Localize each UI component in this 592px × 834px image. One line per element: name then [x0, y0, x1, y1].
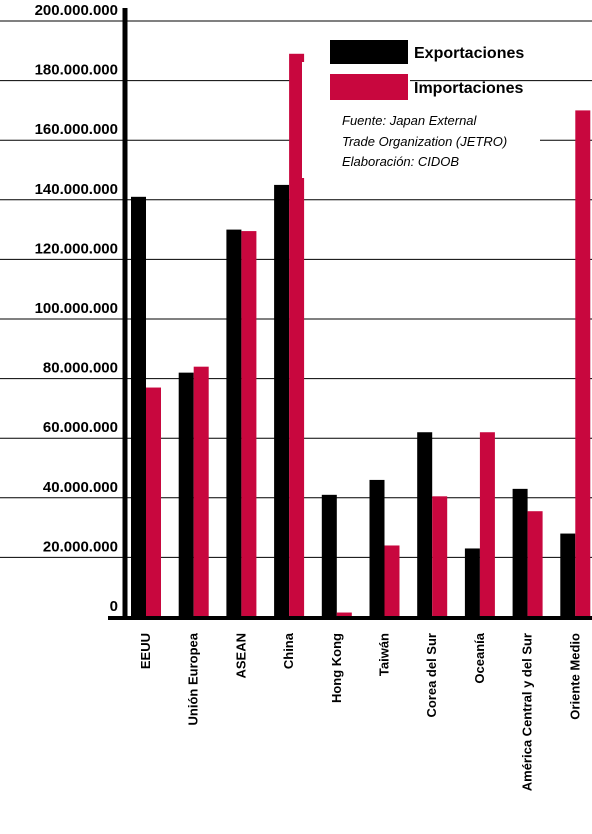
bar-exportaciones-9 — [560, 533, 576, 617]
bar-importaciones-5 — [384, 545, 400, 617]
legend-label-importaciones: Importaciones — [414, 80, 523, 97]
y-tick-label: 80.000.000 — [43, 360, 118, 377]
bar-importaciones-1 — [193, 366, 209, 617]
source-note-background — [336, 112, 540, 170]
bars — [131, 53, 591, 618]
bar-importaciones-6 — [432, 496, 448, 617]
y-tick-label: 60.000.000 — [43, 419, 118, 436]
legend-swatch-importaciones — [330, 74, 408, 100]
x-category-label: América Central y del Sur — [520, 633, 535, 791]
x-category-label: Oceanía — [472, 632, 487, 683]
bar-importaciones-2 — [241, 231, 257, 617]
bar-importaciones-7 — [479, 432, 495, 617]
x-category-label: Unión Europea — [186, 632, 201, 725]
bar-importaciones-8 — [527, 511, 543, 617]
y-tick-label: 180.000.000 — [35, 62, 118, 79]
x-category-label: China — [281, 632, 296, 669]
x-category-label: Corea del Sur — [424, 633, 439, 718]
y-tick-label: 100.000.000 — [35, 300, 118, 317]
bar-importaciones-3 — [289, 53, 305, 617]
bar-exportaciones-3 — [274, 184, 290, 617]
y-tick-label: 40.000.000 — [43, 479, 118, 496]
legend-label-exportaciones: Exportaciones — [414, 45, 524, 62]
bar-exportaciones-6 — [417, 432, 433, 617]
x-category-label: ASEAN — [233, 633, 248, 679]
bar-importaciones-4 — [336, 612, 352, 617]
y-tick-label: 0 — [110, 598, 118, 615]
bar-importaciones-0 — [146, 387, 161, 617]
y-tick-label: 20.000.000 — [43, 538, 118, 555]
legend-swatch-exportaciones — [330, 40, 408, 64]
x-category-label: Taiwán — [377, 633, 392, 676]
x-axis-labels: EEUU Unión Europea ASEAN China Hong Kong Taiw… — [138, 632, 582, 791]
source-line-3: Elaboración: CIDOB — [342, 154, 459, 169]
axes — [108, 8, 592, 620]
source-note: Fuente: Japan External Trade Organizatio… — [336, 112, 540, 170]
bar-exportaciones-8 — [512, 488, 528, 617]
x-category-label: Oriente Medio — [567, 633, 582, 720]
source-line-1: Fuente: Japan External — [342, 113, 478, 128]
y-tick-label: 120.000.000 — [35, 240, 118, 257]
bar-exportaciones-2 — [226, 229, 242, 617]
y-tick-label: 160.000.000 — [35, 121, 118, 138]
bar-exportaciones-4 — [321, 494, 337, 617]
bar-exportaciones-5 — [369, 479, 385, 617]
bar-exportaciones-1 — [178, 372, 194, 617]
x-category-label: Hong Kong — [329, 633, 344, 703]
y-tick-label: 140.000.000 — [35, 181, 118, 198]
bar-importaciones-9 — [575, 110, 591, 618]
y-axis-ticks: 0 20.000.000 40.000.000 60.000.000 80.000.00… — [35, 2, 118, 615]
source-line-2: Trade Organization (JETRO) — [342, 134, 507, 149]
bar-exportaciones-7 — [464, 548, 480, 617]
bar-exportaciones-0 — [131, 196, 146, 617]
y-tick-label: 200.000.000 — [35, 2, 118, 19]
x-category-label: EEUU — [138, 633, 153, 669]
